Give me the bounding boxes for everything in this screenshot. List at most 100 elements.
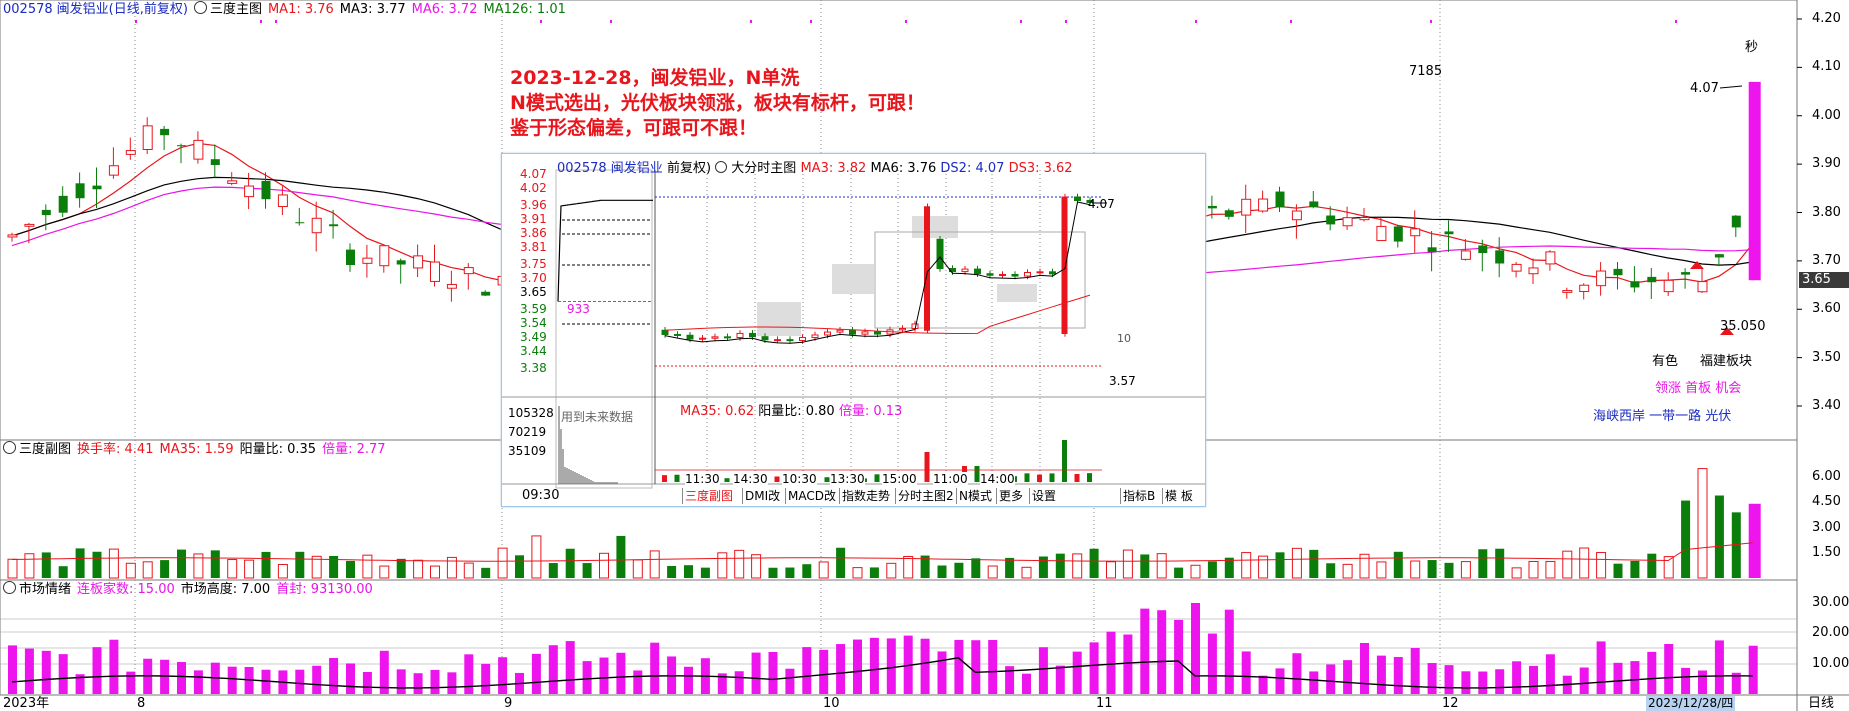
inset-tab-8[interactable]: 指标B [1120, 488, 1157, 504]
volume-bar [1596, 552, 1607, 579]
volume-bar [1241, 552, 1252, 579]
inset-candle-body [786, 339, 794, 342]
stock-code[interactable]: 002578 [3, 2, 53, 17]
volume-bar [481, 567, 491, 578]
sector-tags[interactable]: 领涨 首板 机会 [1655, 381, 1742, 396]
volume-bar [1528, 561, 1539, 579]
inset-high-label: 4.07 [1088, 197, 1115, 211]
inset-candle-body [661, 329, 669, 335]
volume-bar [1190, 564, 1201, 579]
volume-bar [277, 563, 288, 579]
sector-region[interactable]: 福建板块 [1700, 354, 1753, 369]
sentiment-bar [582, 661, 592, 694]
volume-bar [1258, 555, 1269, 579]
inset-time-label: 11:00 [933, 472, 968, 486]
sentiment-bar [312, 665, 322, 694]
settings-circle-icon[interactable] [3, 441, 16, 454]
volume-bar [261, 551, 271, 578]
inset-tab-7[interactable]: 设置 [1029, 488, 1058, 504]
volume-bar [852, 567, 863, 579]
settings-circle-icon[interactable] [3, 581, 16, 594]
settings-circle-icon[interactable] [715, 161, 728, 173]
sentiment-bar [1579, 667, 1589, 694]
volume-bar [1156, 553, 1167, 579]
signal-marker [1020, 20, 1022, 23]
sub2-title[interactable]: 市场情绪 [19, 582, 72, 597]
sector-concepts[interactable]: 海峡西岸 一带一路 光伏 [1593, 409, 1732, 424]
annotation-line-1: 2023-12-28，闽发铝业，N单洗 [510, 67, 800, 89]
candle-body [1681, 272, 1691, 275]
candle-body [193, 139, 204, 160]
inset-price-tick: 3.91 [520, 211, 547, 226]
inset-candle-body [1086, 200, 1094, 203]
sector-industry[interactable]: 有色 [1652, 354, 1679, 369]
inset-ma3: MA3: 3.82 [800, 161, 867, 176]
volume-bar [1207, 561, 1217, 578]
stock-name[interactable]: 闽发铝业 [56, 2, 109, 17]
settings-circle-icon[interactable] [193, 1, 207, 14]
inset-future-label: 用到未来数据 [561, 410, 634, 424]
volume-bar [971, 558, 981, 578]
inset-panel[interactable]: 大分时主图 [731, 161, 797, 176]
sentiment-bar [1748, 645, 1758, 694]
intraday-chart[interactable] [502, 154, 1205, 506]
inset-tab-0[interactable]: 三度副图 [682, 488, 735, 504]
inset-ds3: DS3: 3.62 [1008, 161, 1073, 176]
sentiment-bar [1545, 654, 1555, 694]
sub1-tick-label: 4.50 [1812, 494, 1841, 510]
candle-body [1528, 267, 1539, 275]
volume-bar [227, 559, 238, 579]
inset-tab-3[interactable]: 指数走势 [839, 488, 892, 504]
inset-volume-tick: 105328 [508, 406, 554, 420]
main-panel-title[interactable]: 三度主图 [209, 2, 262, 17]
sentiment-bar [1376, 655, 1386, 694]
candle-body [92, 185, 102, 190]
low-price-label: 35.050 [1720, 319, 1766, 334]
inset-tab-4[interactable]: 分时主图2 [895, 488, 956, 504]
inset-volume-tick: 35109 [508, 444, 547, 458]
price-tick-label: 3.60 [1812, 301, 1841, 317]
candle-body [1647, 276, 1657, 283]
inset-small-label: 10 [1117, 332, 1131, 345]
sentiment-bar [177, 662, 186, 694]
candle-body [1579, 284, 1590, 292]
sentiment-bar [633, 670, 643, 694]
inset-candle-body [674, 333, 681, 336]
inset-candle-body [761, 336, 769, 341]
inset-tab-6[interactable]: 更多 [996, 488, 1025, 504]
inset-candle-body [811, 334, 819, 339]
volume-bar [1089, 548, 1099, 578]
inset-tab-1[interactable]: DMI改 [742, 488, 782, 504]
period-mode[interactable]: 日线 [1808, 696, 1835, 711]
range-box [997, 284, 1037, 302]
volume-bar [1495, 548, 1505, 578]
sentiment-bar [1461, 671, 1471, 694]
sentiment-bar [1495, 669, 1505, 694]
sub2-header: 市场情绪 连板家数: 15.00 市场高度: 7.00 首封: 93130.00 [3, 581, 379, 598]
sentiment-bar [1207, 633, 1217, 694]
sub1-title[interactable]: 三度副图 [19, 442, 72, 457]
high-arrow [1719, 85, 1743, 89]
inset-tab-2[interactable]: MACD改 [785, 488, 838, 504]
sentiment-bar [1309, 671, 1319, 694]
volume-bar [954, 562, 964, 578]
inset-tab-9[interactable]: 模 板 [1162, 488, 1195, 504]
candle-body [1714, 254, 1724, 258]
sentiment-bar [717, 673, 727, 694]
candle-body [1326, 215, 1336, 225]
seconds-label[interactable]: 秒 [1745, 40, 1759, 55]
candle-body [1495, 250, 1505, 264]
volume-bar [1663, 556, 1674, 579]
inset-tab-5[interactable]: N模式 [956, 488, 994, 504]
price-tick-label: 3.80 [1812, 204, 1841, 220]
inset-time-start: 09:30 [522, 488, 560, 503]
inset-volume-bar [824, 477, 830, 482]
volume-bar [1275, 552, 1285, 578]
shoufeng-value: 首封: 93130.00 [276, 582, 373, 597]
inset-sub-yang: 阳量比: 0.80 [758, 404, 835, 419]
sub1-ma35-line [11, 542, 1753, 562]
sentiment-bar [819, 649, 829, 694]
intraday-popup[interactable]: 002578 闽发铝业 前复权) 大分时主图 MA3: 3.82 MA6: 3.… [501, 153, 1206, 507]
range-box [912, 216, 958, 238]
sentiment-bar [684, 666, 693, 694]
